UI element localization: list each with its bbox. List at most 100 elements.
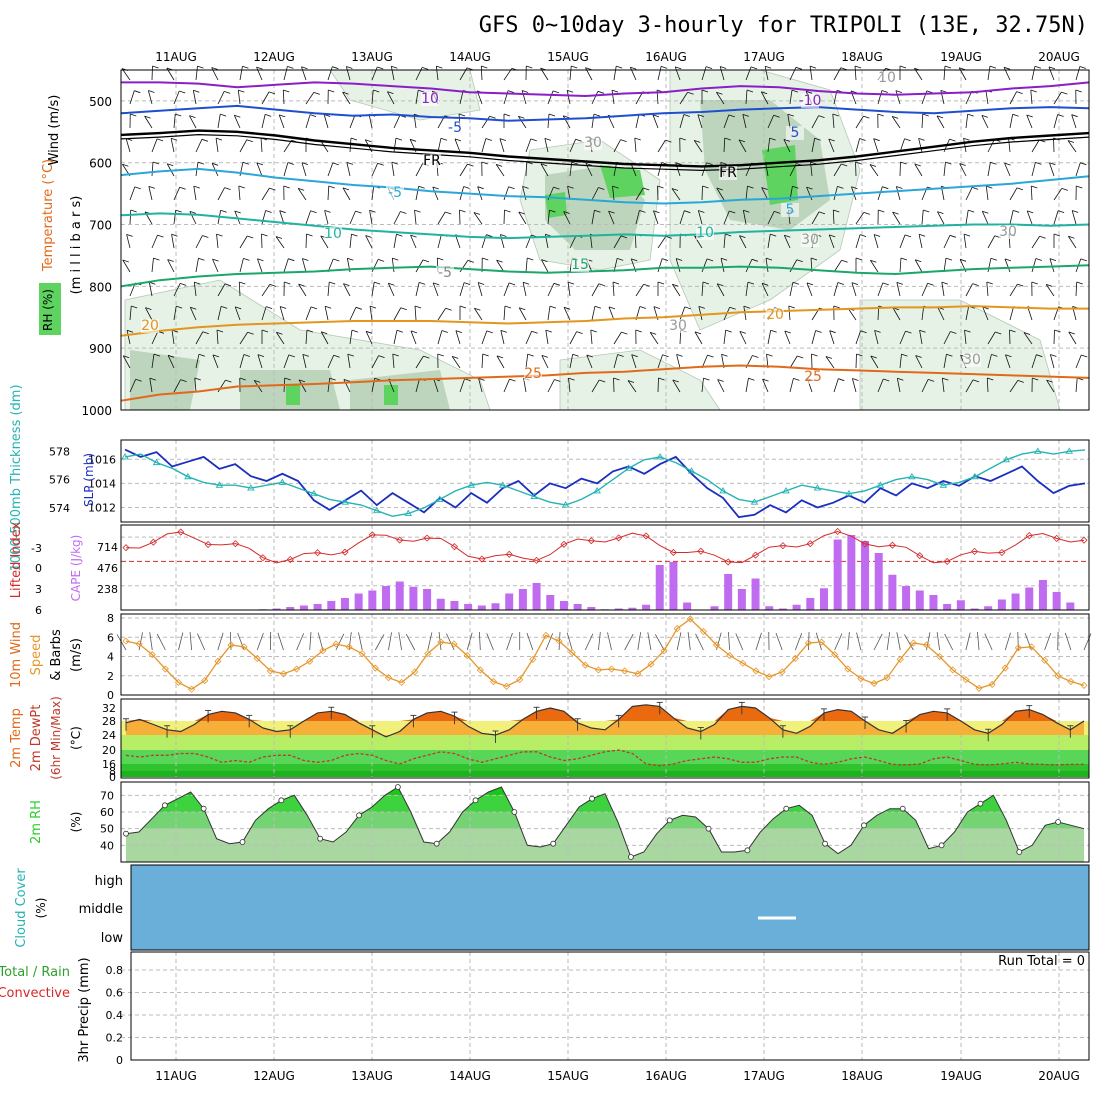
wind-barb-flag: [243, 258, 250, 261]
wind-barb-flag: [1023, 332, 1031, 335]
wind-barb-flag: [1030, 89, 1037, 93]
wind-barb: [503, 186, 509, 201]
wind-barb: [1031, 139, 1040, 153]
wind-barb-flag: [287, 162, 294, 165]
wind-barb-flag: [343, 379, 350, 382]
wind-barb: [1030, 90, 1033, 105]
wind-barb-flag: [467, 163, 474, 167]
cape-bar: [1066, 602, 1075, 610]
lifted-marker: [286, 555, 294, 564]
wind-barb-flag: [387, 91, 394, 95]
wind-barb: [473, 212, 483, 225]
wind-barb-flag: [941, 281, 948, 285]
wind-barb-flag: [437, 353, 444, 357]
wind-marker: [437, 638, 445, 646]
wind-barb-flag: [617, 257, 624, 261]
wind-barb: [1031, 236, 1040, 249]
wind-barb: [745, 378, 749, 393]
wind-barb-flag: [594, 305, 602, 309]
cape-bar: [792, 604, 801, 610]
wind-barb: [1075, 281, 1078, 297]
cape-bar: [724, 574, 733, 610]
wind-barb: [1083, 633, 1092, 651]
wind-barb: [612, 186, 615, 201]
wind-barb: [613, 139, 621, 153]
wind-barb-flag: [216, 233, 223, 237]
wind-barb: [856, 632, 862, 651]
wind-barb: [410, 330, 417, 345]
wind-units-label: (m/s): [69, 638, 84, 672]
wind-barb-flag: [246, 139, 253, 143]
wind-barb: [1053, 114, 1059, 129]
wind-marker: [726, 651, 734, 660]
wind-barb-flag: [545, 329, 552, 333]
wind-barb-flag: [949, 138, 956, 142]
wind-barb-flag: [298, 379, 306, 383]
contour-label: -10: [799, 93, 822, 109]
wind-barb-flag: [175, 209, 182, 213]
dewpt-label: 2m DewPt: [29, 705, 44, 772]
wind-barb: [735, 633, 744, 651]
rh-shade-area: [559, 349, 721, 411]
wind-barb: [965, 379, 974, 393]
thickness-marker: [121, 453, 129, 460]
wind-barb-flag: [792, 185, 799, 189]
wind-barb-flag: [620, 235, 628, 239]
wind-barb: [742, 114, 747, 129]
wind-barb: [723, 210, 730, 225]
wind-barb-flag: [486, 234, 493, 238]
cape-bar: [778, 608, 787, 610]
wind-barb: [833, 260, 842, 273]
wind-barb-flag: [874, 330, 881, 333]
wind-barb-flag: [310, 306, 318, 310]
wind-barb: [499, 234, 505, 249]
wind-barb-flag: [563, 306, 571, 310]
wind-barb-flag: [302, 353, 309, 357]
wind-barb-flag: [572, 353, 579, 357]
contour-label: 30: [801, 232, 819, 248]
wind-marker: [450, 640, 458, 648]
wind-barb-flag: [301, 66, 308, 70]
rh-marker: [783, 805, 790, 812]
wind-barb: [613, 331, 622, 345]
wind-barb-flag: [254, 380, 261, 383]
wind-barb: [324, 210, 329, 225]
wind-barb: [256, 632, 264, 651]
wind-marker: [581, 661, 589, 669]
wind-barb-flag: [522, 281, 530, 285]
cape-bar: [313, 604, 322, 610]
wind-barb: [433, 378, 439, 393]
wind-barb: [598, 632, 601, 651]
wind-barb: [481, 353, 484, 369]
wind-marker: [607, 665, 616, 673]
wind-marker: [122, 637, 130, 645]
wind-barb-flag: [643, 283, 650, 287]
contour-label: -5: [388, 185, 402, 201]
wind-barb: [986, 282, 989, 297]
lifted-marker: [368, 531, 376, 539]
wind-barb-flag: [144, 115, 151, 119]
wind-barb-flag: [746, 89, 754, 93]
wind-barb: [613, 66, 617, 81]
wind-barb-flag: [388, 282, 395, 286]
cape-bar: [614, 608, 623, 610]
wind-barb-flag: [482, 257, 489, 261]
wind-barb: [701, 162, 707, 177]
wind-barb-flag: [986, 281, 993, 285]
wind-barb: [657, 66, 662, 81]
lifted-tick: 6: [35, 604, 42, 617]
cape-bar: [847, 535, 856, 610]
wind-barb-flag: [608, 210, 615, 214]
wind-barb: [478, 632, 481, 651]
wind-barb: [327, 355, 335, 369]
contour-label-bg: [801, 94, 819, 108]
wind-marker: [831, 651, 839, 659]
wind-barb: [151, 258, 154, 273]
cloud-level-tick: high: [95, 874, 123, 889]
wind-barb-flag: [175, 113, 182, 117]
wind-marker: [621, 667, 629, 675]
wind-barb-flag: [814, 137, 821, 141]
rh-marker: [666, 817, 673, 824]
wind-barb-flag: [571, 65, 578, 69]
rh2m-label: 2m RH: [29, 800, 44, 844]
